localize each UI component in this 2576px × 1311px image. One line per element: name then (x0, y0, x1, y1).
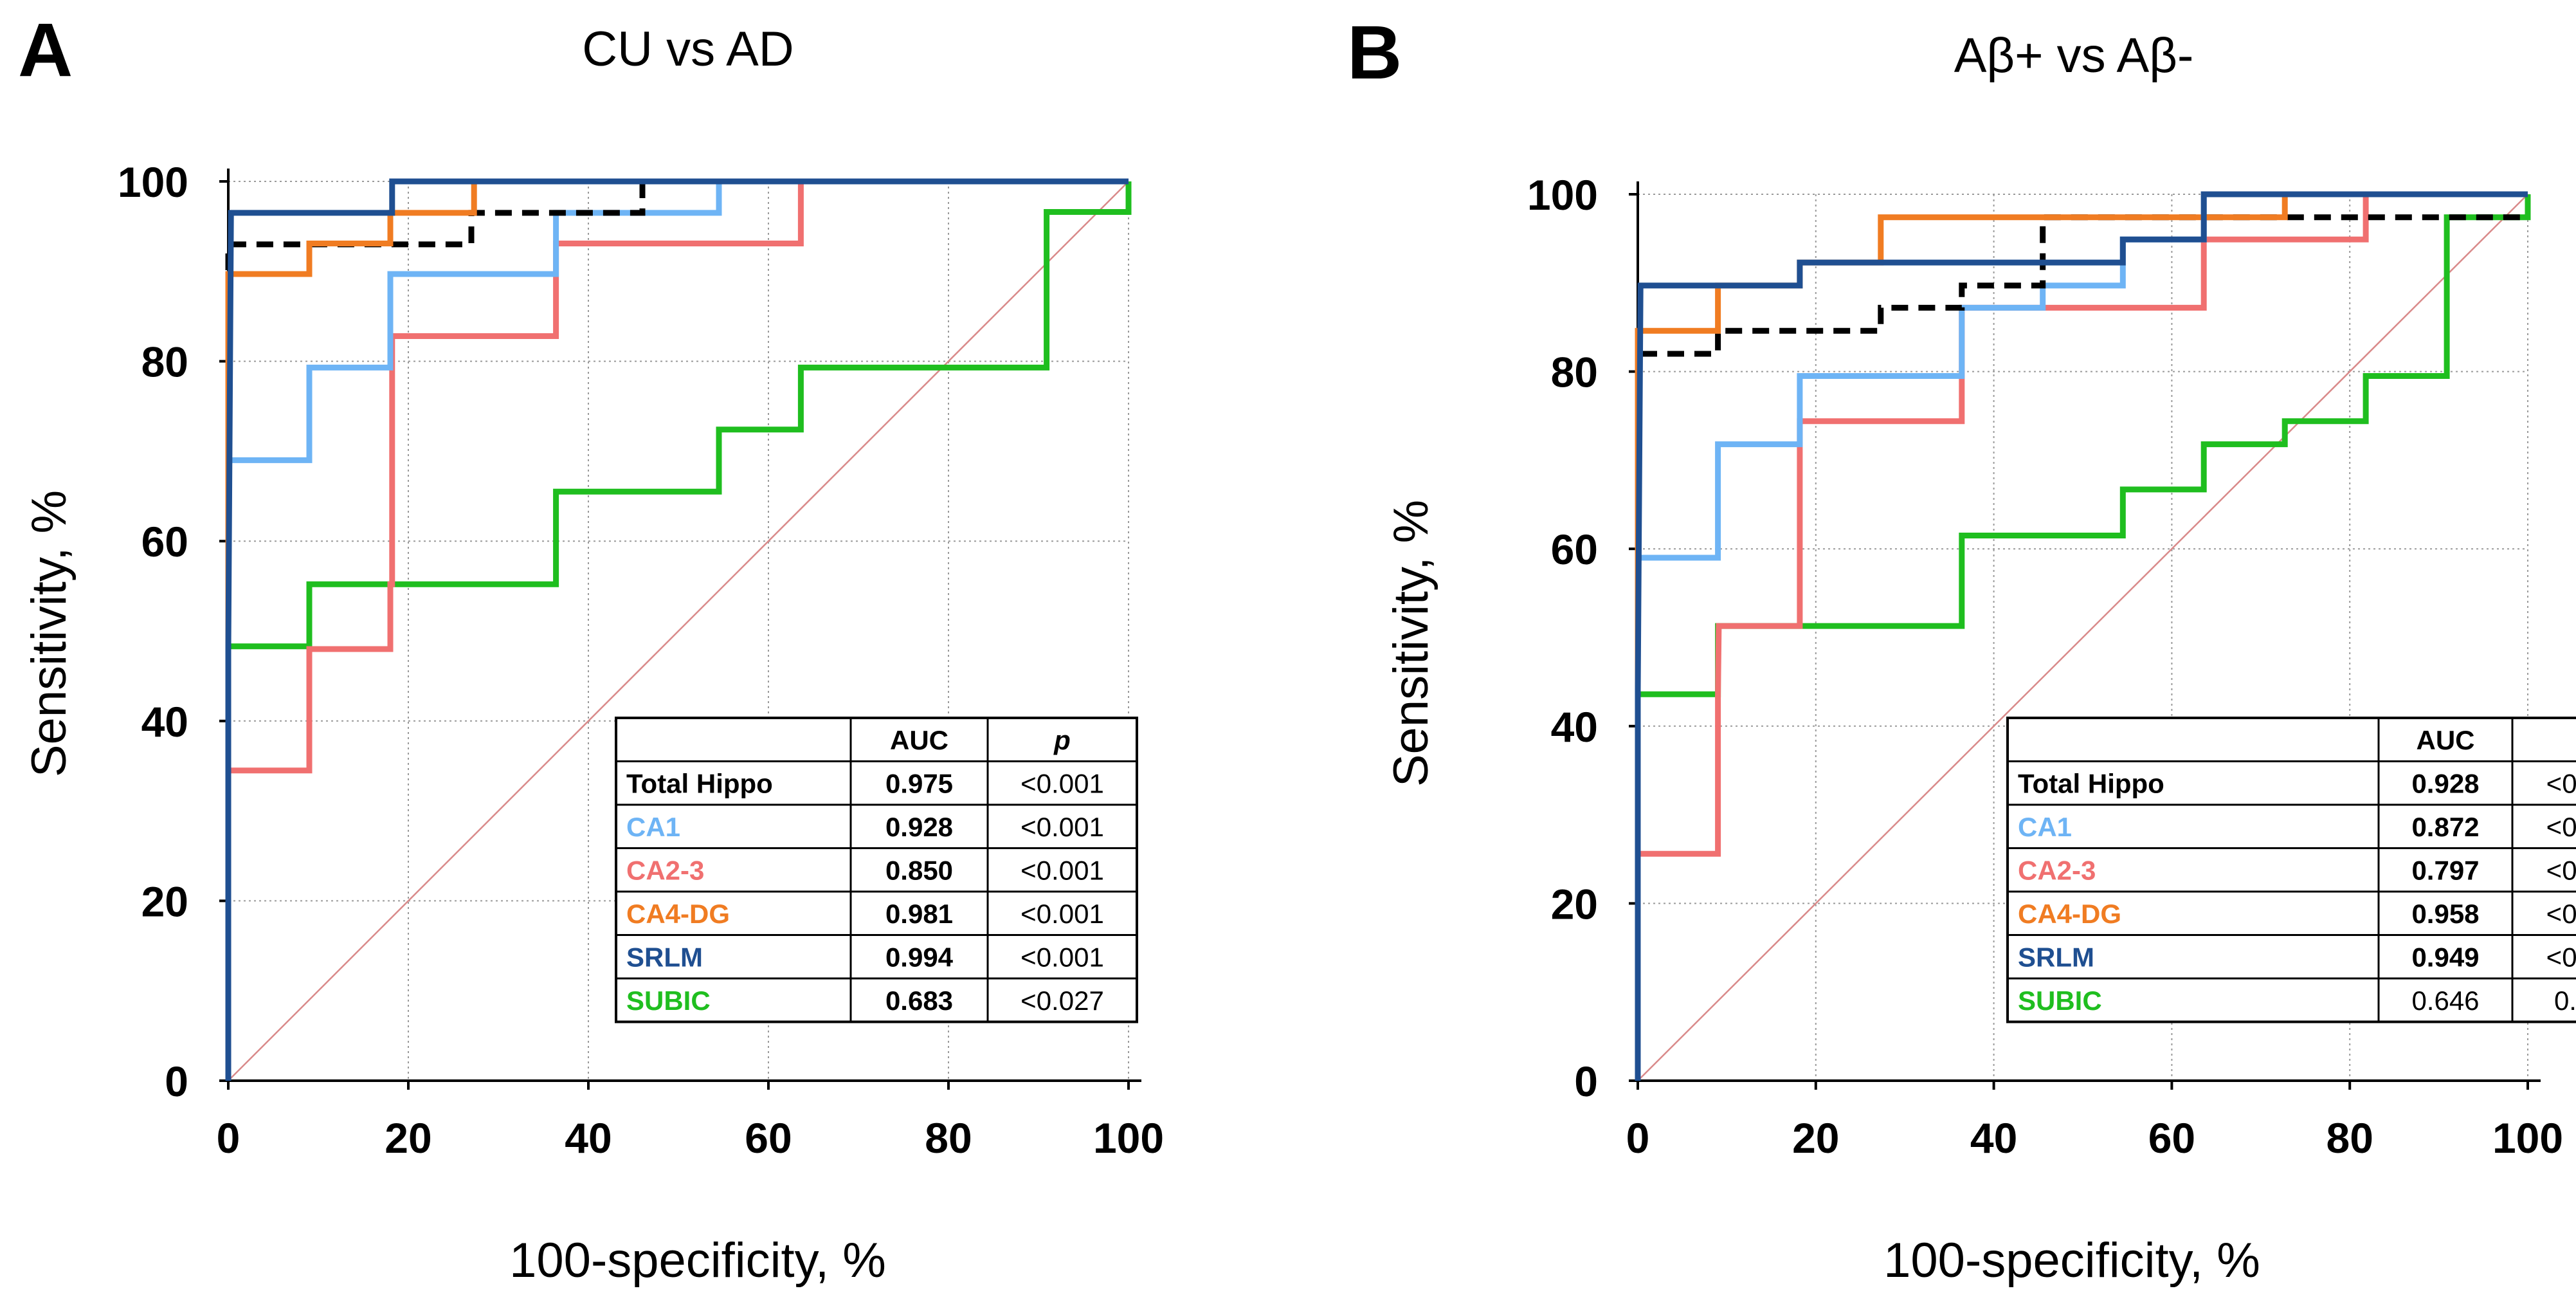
table-cell-auc: 0.975 (885, 768, 953, 798)
table-cell-auc: 0.928 (885, 812, 953, 842)
panel-letter: B (1347, 10, 1402, 95)
table-cell-p: <0.027 (1020, 986, 1104, 1016)
table-cell-p: <0.001 (1020, 899, 1104, 929)
table-row-label: CA1 (626, 812, 680, 842)
x-tick-label: 100 (1093, 1114, 1164, 1162)
x-axis-label: 100-specificity, % (1883, 1233, 2260, 1288)
y-tick-label: 40 (1551, 703, 1598, 751)
table-header-auc: AUC (890, 725, 948, 755)
table-cell-auc: 0.981 (885, 899, 953, 929)
table-cell-p: <0.001 (1020, 942, 1104, 972)
y-axis-label: Sensitivity, % (22, 490, 77, 777)
table-cell-p: 0.062 (2554, 986, 2576, 1016)
table-row-label: Total Hippo (626, 768, 773, 798)
table-header-auc: AUC (2417, 725, 2475, 755)
table-cell-auc: 0.994 (885, 942, 954, 972)
table-cell-auc: 0.958 (2411, 899, 2479, 929)
reference-diagonal (1637, 194, 2528, 1081)
chart-title: CU vs AD (582, 22, 794, 77)
table-row-label: CA1 (2018, 812, 2072, 842)
panel-a: A CU vs AD 0 20 40 60 80 100 0 20 40 60 80 100 100-spe… (18, 8, 1164, 1288)
roc-series-subic (225, 181, 1132, 1081)
table-cell-p: <0.001 (2546, 899, 2576, 929)
table-row-label: Total Hippo (2018, 768, 2164, 798)
table-cell-auc: 0.872 (2411, 812, 2479, 842)
table-cell-auc: 0.850 (885, 855, 953, 885)
x-tick-label: 40 (565, 1114, 612, 1162)
x-tick-label: 60 (2148, 1114, 2195, 1162)
table-frame (615, 717, 1138, 1023)
table-cell-auc: 0.928 (2411, 768, 2479, 798)
auc-table: AUC p Total Hippo 0.975 <0.001 CA1 0.928 <0.001… (615, 717, 1138, 1023)
y-tick-label: 60 (1551, 526, 1598, 573)
table-row-label: CA2-3 (626, 855, 704, 885)
x-tick-label: 20 (385, 1114, 431, 1162)
panel-b: B Aβ+ vs Aβ- 0 20 40 60 80 100 0 20 40 60 80 100 100-s… (1347, 10, 2576, 1288)
table-row-label: SUBIC (626, 986, 711, 1016)
table-row-label: SRLM (2018, 942, 2094, 972)
y-tick-label: 20 (1551, 880, 1598, 928)
roc-series-ca4-dg (225, 178, 1129, 1081)
y-tick-label: 100 (118, 158, 188, 206)
roc-series-srlm (225, 178, 1129, 1081)
x-axis-label: 100-specificity, % (509, 1233, 886, 1288)
roc-series-srlm (1635, 191, 2528, 1081)
x-tick-label: 80 (925, 1114, 972, 1162)
table-cell-p: <0.001 (2546, 812, 2576, 842)
roc-series-ca2-3 (225, 178, 1129, 1081)
y-tick-label: 80 (141, 338, 188, 386)
panel-letter: A (18, 8, 73, 93)
reference-diagonal (228, 181, 1129, 1081)
y-tick-label: 0 (165, 1058, 188, 1105)
table-row-label: CA4-DG (626, 899, 730, 929)
roc-series-ca2-3 (1635, 191, 2528, 1081)
x-tick-label: 20 (1792, 1114, 1839, 1162)
table-cell-p: <0.001 (1020, 855, 1104, 885)
x-tick-label: 40 (1970, 1114, 2017, 1162)
x-tick-label: 0 (1626, 1114, 1650, 1162)
y-tick-label: 80 (1551, 349, 1598, 396)
table-cell-p: <0.001 (1020, 812, 1104, 842)
x-tick-label: 60 (745, 1114, 792, 1162)
y-tick-label: 100 (1527, 171, 1598, 219)
x-tick-label: 0 (217, 1114, 240, 1162)
table-cell-p: <0.001 (2546, 855, 2576, 885)
table-cell-auc: 0.797 (2411, 855, 2479, 885)
table-row-label: CA2-3 (2018, 855, 2096, 885)
table-cell-auc: 0.683 (885, 986, 953, 1016)
y-axis-label: Sensitivity, % (1384, 500, 1438, 787)
table-row-label: CA4-DG (2018, 899, 2121, 929)
table-cell-p: <0.001 (2546, 942, 2576, 972)
y-tick-label: 40 (141, 698, 188, 746)
table-cell-p: <0.001 (2546, 768, 2576, 798)
x-tick-label: 80 (2326, 1114, 2373, 1162)
chart-title: Aβ+ vs Aβ- (1954, 28, 2194, 83)
roc-series-ca1 (225, 178, 1129, 1081)
table-cell-auc: 0.646 (2411, 986, 2479, 1016)
table-row-label: SRLM (626, 942, 703, 972)
table-frame (2006, 717, 2576, 1023)
y-tick-label: 20 (141, 877, 188, 925)
y-tick-label: 60 (141, 518, 188, 565)
table-row-label: SUBIC (2018, 986, 2102, 1016)
table-header-p: p (1053, 725, 1071, 755)
table-cell-auc: 0.949 (2411, 942, 2479, 972)
y-tick-label: 0 (1574, 1058, 1598, 1105)
table-cell-p: <0.001 (1020, 768, 1104, 798)
x-tick-label: 100 (2492, 1114, 2563, 1162)
